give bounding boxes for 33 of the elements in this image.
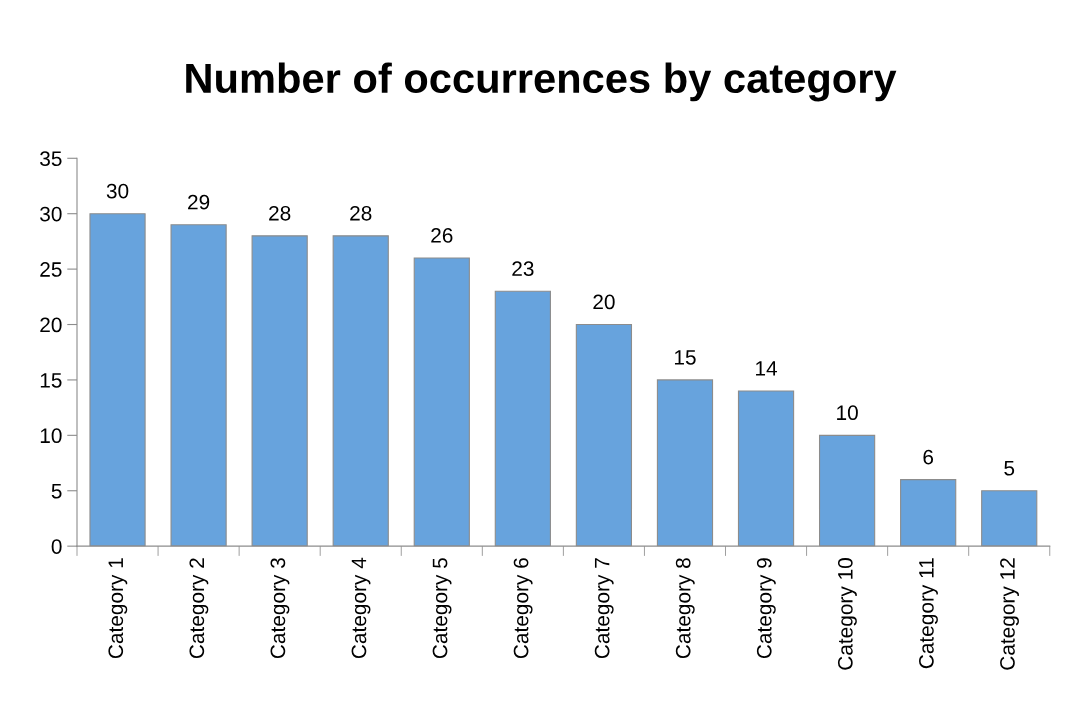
x-tick-label: Category 1 (108, 558, 128, 659)
y-tick-label: 15 (40, 373, 62, 388)
x-tick-label: Category 8 (675, 558, 695, 659)
data-label: 10 (837, 405, 858, 421)
data-label: 28 (269, 205, 291, 221)
y-tick-label: 30 (40, 206, 62, 222)
y-tick-label: 35 (40, 151, 62, 167)
data-label: 14 (756, 361, 778, 376)
y-tick-label: 20 (40, 317, 62, 333)
data-label: 15 (674, 350, 696, 365)
x-tick-label: Category 2 (189, 558, 209, 659)
y-tick-label: 5 (51, 483, 62, 499)
data-label: 28 (350, 205, 372, 221)
x-tick-label: Category 6 (513, 558, 533, 659)
x-tick-label: Category 5 (432, 558, 452, 659)
x-tick-label: Category 10 (837, 558, 857, 670)
data-label: 26 (431, 228, 453, 243)
data-label: 20 (593, 294, 615, 310)
x-tick-label: Category 4 (351, 557, 371, 659)
y-tick-label: 0 (51, 539, 62, 554)
data-label: 29 (188, 194, 210, 210)
data-label: 6 (923, 449, 934, 465)
chart-title: Number of occurrences by category (186, 62, 897, 102)
y-tick-label: 10 (40, 428, 62, 444)
data-label: 30 (106, 183, 129, 199)
y-tick-label: 25 (40, 262, 62, 277)
x-tick-label: Category 9 (756, 558, 776, 659)
x-tick-label: Category 12 (1000, 558, 1019, 670)
x-tick-label: Category 7 (594, 558, 614, 659)
data-label: 23 (512, 261, 534, 277)
x-tick-label: Category 3 (270, 558, 290, 659)
x-tick-label: Category 11 (919, 558, 938, 669)
data-label: 5 (1004, 460, 1015, 476)
